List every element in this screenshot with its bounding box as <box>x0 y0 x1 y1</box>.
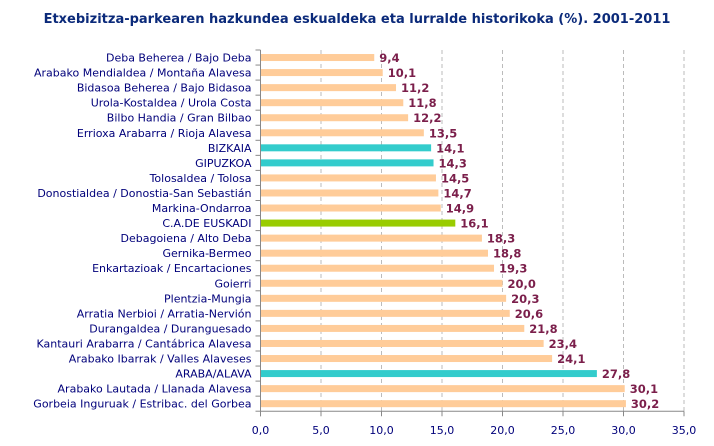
category-label: Bidasoa Beherea / Bajo Bidasoa <box>77 82 252 95</box>
value-label: 18,8 <box>493 247 521 261</box>
category-label: Bilbo Handia / Gran Bilbao <box>107 112 252 125</box>
x-tick-label: 0,0 <box>252 424 270 437</box>
category-label: Plentzia-Mungia <box>164 292 252 305</box>
bar <box>260 309 510 317</box>
bar <box>260 174 436 182</box>
value-label: 18,3 <box>487 232 515 246</box>
bar <box>260 339 544 347</box>
value-label: 27,8 <box>602 367 630 381</box>
x-tick-label: 25,0 <box>551 424 576 437</box>
category-label: Enkartazioak / Encartaciones <box>92 262 252 275</box>
value-label: 30,1 <box>630 382 658 396</box>
x-tick-label: 20,0 <box>490 424 515 437</box>
bar <box>260 189 439 197</box>
value-label: 14,1 <box>436 141 464 155</box>
chart-title: Etxebizitza-parkearen hazkundea eskualde… <box>43 12 671 27</box>
bar <box>260 355 553 363</box>
category-label: Donostialdea / Donostia-San Sebastián <box>37 187 251 200</box>
value-label: 24,1 <box>557 352 585 366</box>
bar <box>260 264 495 272</box>
category-label: Gernika-Bermeo <box>163 247 252 260</box>
category-label: Arabako Ibarrak / Valles Alaveses <box>69 353 252 366</box>
value-label: 14,5 <box>441 171 469 185</box>
category-label: Errioxa Arabarra / Rioja Alavesa <box>77 127 252 140</box>
x-tick-label: 35,0 <box>672 424 697 437</box>
category-label: BIZKAIA <box>208 142 252 155</box>
bar <box>260 204 441 212</box>
bar <box>260 144 432 152</box>
bar <box>260 114 409 122</box>
category-label: Durangaldea / Duranguesado <box>89 322 251 335</box>
bar <box>260 370 597 378</box>
category-label: Goierri <box>215 277 252 290</box>
category-label: Arratia Nerbioi / Arratia-Nervión <box>77 307 252 320</box>
category-label: Arabako Mendialdea / Montaña Alavesa <box>34 67 252 80</box>
bar <box>260 219 456 227</box>
x-tick-label: 10,0 <box>369 424 394 437</box>
value-label: 23,4 <box>549 337 577 351</box>
bar <box>260 385 625 393</box>
category-label: GIPUZKOA <box>195 157 252 170</box>
value-label: 14,7 <box>443 186 471 200</box>
value-label: 30,2 <box>631 397 659 411</box>
category-label: Tolosaldea / Tolosa <box>149 172 252 185</box>
bar <box>260 324 525 332</box>
category-label: Markina-Ondarroa <box>152 202 252 215</box>
x-tick-label: 30,0 <box>611 424 636 437</box>
bar <box>260 400 626 408</box>
category-label: Debagoiena / Alto Deba <box>121 232 252 245</box>
category-label: Urola-Kostaldea / Urola Costa <box>91 97 252 110</box>
category-label: C.A.DE EUSKADI <box>162 217 251 230</box>
bar <box>260 129 424 137</box>
bar <box>260 279 503 287</box>
value-label: 13,5 <box>429 126 457 140</box>
bar <box>260 294 507 302</box>
category-label: Deba Beherea / Bajo Deba <box>106 52 252 65</box>
value-label: 16,1 <box>460 217 488 231</box>
value-label: 12,2 <box>413 111 441 125</box>
category-label: Gorbeia Inguruak / Estribac. del Gorbea <box>33 398 251 411</box>
bar <box>260 249 488 257</box>
x-tick-label: 5,0 <box>312 424 330 437</box>
value-label: 11,2 <box>401 81 429 95</box>
value-label: 10,1 <box>388 66 416 80</box>
value-label: 20,6 <box>515 307 543 321</box>
bar <box>260 99 404 107</box>
value-label: 20,3 <box>511 292 539 306</box>
value-label: 14,3 <box>439 156 467 170</box>
category-label: Kantauri Arabarra / Cantábrica Alavesa <box>37 337 252 350</box>
value-label: 19,3 <box>499 262 527 276</box>
x-tick-label: 15,0 <box>430 424 455 437</box>
category-label: ARABA/ALAVA <box>175 368 252 381</box>
value-label: 21,8 <box>529 322 557 336</box>
bar <box>260 54 375 62</box>
category-label: Arabako Lautada / Llanada Alavesa <box>58 383 252 396</box>
bar <box>260 234 482 242</box>
bar <box>260 159 434 167</box>
bar <box>260 69 383 77</box>
value-label: 9,4 <box>379 51 399 65</box>
bar <box>260 84 397 92</box>
value-label: 20,0 <box>508 277 536 291</box>
value-label: 11,8 <box>408 96 436 110</box>
value-label: 14,9 <box>446 202 474 216</box>
